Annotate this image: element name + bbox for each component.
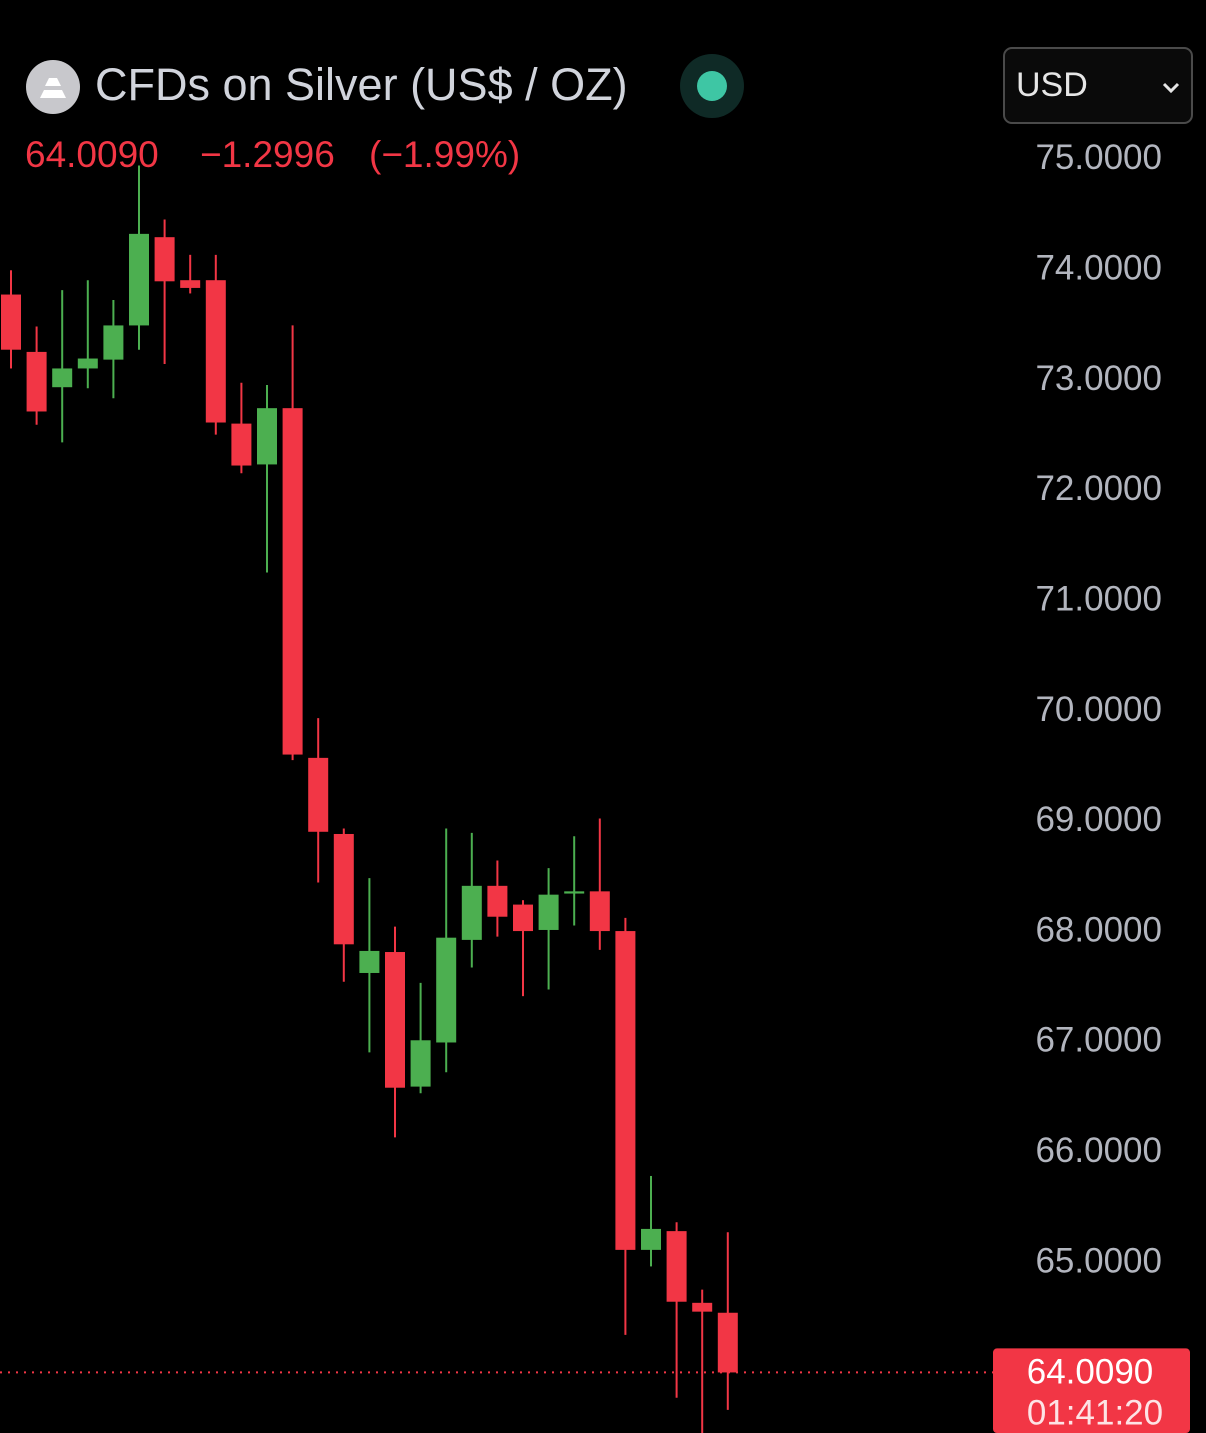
symbol-logo [26, 60, 80, 114]
candle-body [52, 368, 73, 388]
candle-body [487, 885, 508, 917]
candle-body [308, 757, 329, 832]
y-tick-label: 70.0000 [1035, 690, 1162, 729]
candle-body [589, 891, 610, 932]
candle-body [77, 358, 98, 369]
candle-body [180, 280, 201, 288]
candle-body [692, 1302, 713, 1312]
symbol-title[interactable]: CFDs on Silver (US$ / OZ) [95, 59, 628, 110]
last-price-tag-label: 64.0090 [1027, 1353, 1154, 1392]
candle-body [717, 1312, 738, 1373]
candle-body [615, 931, 636, 1250]
candle-body [538, 894, 559, 930]
y-tick-label: 72.0000 [1035, 469, 1162, 508]
price-axis: 65.0000 66.0000 67.0000 68.0000 69.0000 70.00… [993, 138, 1190, 1433]
candle-body [257, 408, 277, 465]
last-price: 64.0090 [25, 134, 159, 175]
y-tick-label: 75.0000 [1035, 138, 1162, 177]
price-change: −1.2996 [200, 134, 335, 175]
y-tick-label: 74.0000 [1035, 249, 1162, 288]
candle-body [154, 237, 175, 282]
y-tick-label: 66.0000 [1035, 1131, 1162, 1170]
dropdown-arrow [1162, 82, 1180, 94]
plot-area [0, 165, 993, 1433]
y-tick-label: 67.0000 [1035, 1021, 1162, 1060]
candle-body [564, 891, 585, 894]
countdown: 01:41:20 [1027, 1394, 1163, 1433]
candle-body [205, 280, 226, 423]
y-tick-label: 68.0000 [1035, 910, 1162, 949]
y-tick-label: 73.0000 [1035, 359, 1162, 398]
candle-body [231, 423, 252, 466]
logo-glyph [40, 78, 66, 98]
market-status [697, 71, 727, 101]
candle-body [282, 408, 303, 755]
y-tick-label: 69.0000 [1035, 800, 1162, 839]
candle-body [641, 1228, 661, 1250]
header: CFDs on Silver (US$ / OZ) USD 64.0090 −1… [25, 47, 1193, 175]
candle-body [513, 904, 533, 932]
candle-body [103, 325, 124, 360]
y-tick-label: 71.0000 [1035, 579, 1162, 618]
y-tick-label: 65.0000 [1035, 1241, 1162, 1280]
candle-body [385, 952, 405, 1088]
candle-body [666, 1231, 687, 1302]
candle-body [410, 1040, 431, 1087]
candle-body [333, 833, 354, 945]
candle-body [129, 233, 149, 326]
candle-body [461, 885, 482, 940]
currency-select[interactable] [1003, 47, 1193, 124]
last-price-tag [993, 1348, 1190, 1433]
candle-body [436, 937, 457, 1043]
candle-body [26, 351, 47, 412]
currency-label: USD [1016, 66, 1088, 104]
candle-body [1, 294, 21, 350]
price-change-percent: (−1.99%) [369, 134, 520, 175]
candle-body [359, 950, 380, 973]
